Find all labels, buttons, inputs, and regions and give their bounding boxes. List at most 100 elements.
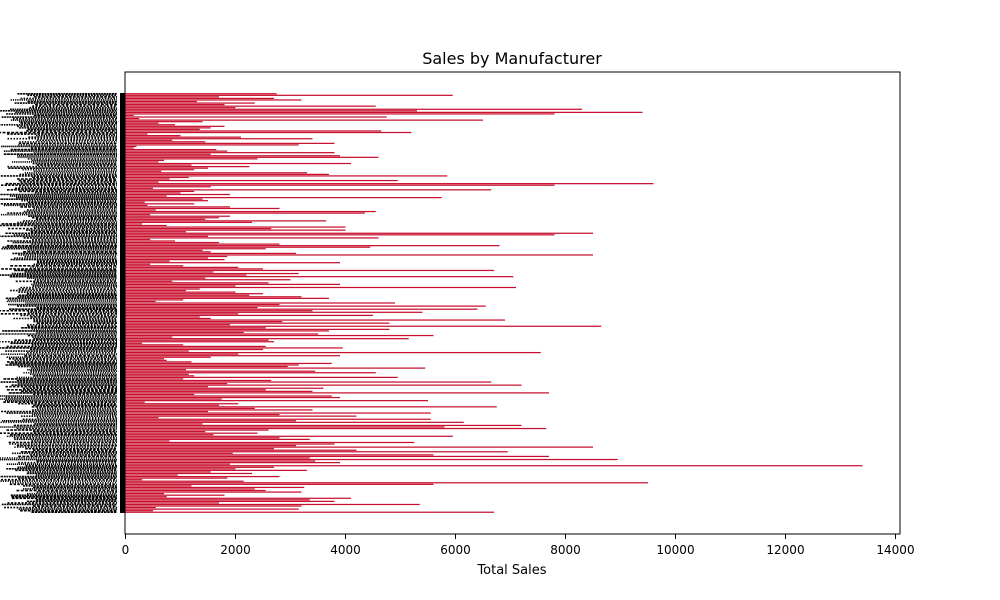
bar xyxy=(125,475,280,478)
bar xyxy=(125,135,181,137)
bar xyxy=(125,263,151,265)
bar xyxy=(125,223,142,225)
bar xyxy=(125,369,186,371)
bar xyxy=(125,386,208,388)
bar xyxy=(125,105,376,107)
bar xyxy=(125,203,195,205)
bar xyxy=(125,155,340,157)
x-tick-label: 12000 xyxy=(766,543,804,557)
bar xyxy=(125,348,263,351)
bar xyxy=(125,293,263,295)
bar xyxy=(125,322,390,324)
bar xyxy=(125,457,310,459)
bar xyxy=(125,246,371,248)
bar xyxy=(125,190,195,193)
bar xyxy=(125,152,335,154)
bar xyxy=(125,494,225,496)
bar xyxy=(125,389,266,391)
bar xyxy=(125,483,434,485)
bar xyxy=(125,119,483,121)
bar xyxy=(125,210,376,213)
bar xyxy=(125,187,153,189)
bar xyxy=(125,296,302,298)
bar xyxy=(125,466,274,468)
bar xyxy=(125,491,302,493)
bar xyxy=(125,502,219,504)
bar xyxy=(125,243,280,245)
bar xyxy=(125,227,272,230)
bar xyxy=(125,96,219,98)
bar xyxy=(125,276,514,278)
bar xyxy=(125,375,195,377)
bar xyxy=(125,153,211,155)
bar xyxy=(125,240,175,242)
bar xyxy=(125,161,159,163)
bar xyxy=(125,482,648,484)
bar xyxy=(125,499,310,501)
bar xyxy=(125,181,159,183)
bar xyxy=(125,508,299,510)
bar xyxy=(125,176,189,179)
bar xyxy=(125,395,332,397)
bar xyxy=(125,221,252,224)
bar xyxy=(125,392,549,394)
bar xyxy=(125,432,258,434)
bar xyxy=(125,358,164,360)
bar xyxy=(125,444,296,447)
bar xyxy=(125,110,417,112)
bar xyxy=(125,486,305,489)
x-tick-label: 0 xyxy=(122,543,130,557)
x-tick-label: 4000 xyxy=(330,543,361,557)
bars xyxy=(125,93,863,513)
y-axis-tick-marks xyxy=(120,93,125,513)
bar xyxy=(125,224,167,227)
bar xyxy=(125,443,335,445)
bar xyxy=(125,271,214,273)
bar xyxy=(125,266,239,268)
bar xyxy=(125,124,175,126)
bar xyxy=(125,138,313,140)
bar xyxy=(125,327,266,329)
bar xyxy=(125,268,263,270)
bar xyxy=(125,158,258,160)
bar xyxy=(125,350,189,352)
bar xyxy=(125,164,192,166)
bar xyxy=(125,204,148,206)
bar xyxy=(125,297,329,299)
bar xyxy=(125,325,602,327)
bar xyxy=(125,186,211,188)
bar xyxy=(125,353,239,355)
bar xyxy=(125,235,208,237)
bar xyxy=(125,262,340,264)
bar xyxy=(125,396,340,399)
bar xyxy=(125,359,167,361)
bar xyxy=(125,229,346,231)
bar xyxy=(125,480,244,482)
bar xyxy=(125,173,329,175)
bar xyxy=(125,234,555,236)
bar xyxy=(125,141,206,143)
bar xyxy=(125,133,148,135)
x-tick-label: 14000 xyxy=(876,543,914,557)
bar xyxy=(125,113,555,115)
bar xyxy=(125,355,340,357)
bar xyxy=(125,334,434,337)
bar xyxy=(125,427,547,430)
x-tick-label: 6000 xyxy=(440,543,471,557)
bar xyxy=(125,493,164,495)
bar xyxy=(125,485,192,487)
bar xyxy=(125,238,151,241)
x-axis-ticks: 0 2000 4000 6000 8000 10000 12000 14000 xyxy=(122,534,915,557)
bar xyxy=(125,314,373,317)
bar xyxy=(125,429,269,431)
bar xyxy=(125,218,206,220)
plot-area-frame xyxy=(124,71,901,535)
bar xyxy=(125,316,200,318)
bar xyxy=(125,437,280,439)
bar xyxy=(125,144,299,146)
bar xyxy=(125,116,387,118)
bar xyxy=(125,283,340,286)
bar xyxy=(125,328,390,330)
bar xyxy=(125,302,395,304)
